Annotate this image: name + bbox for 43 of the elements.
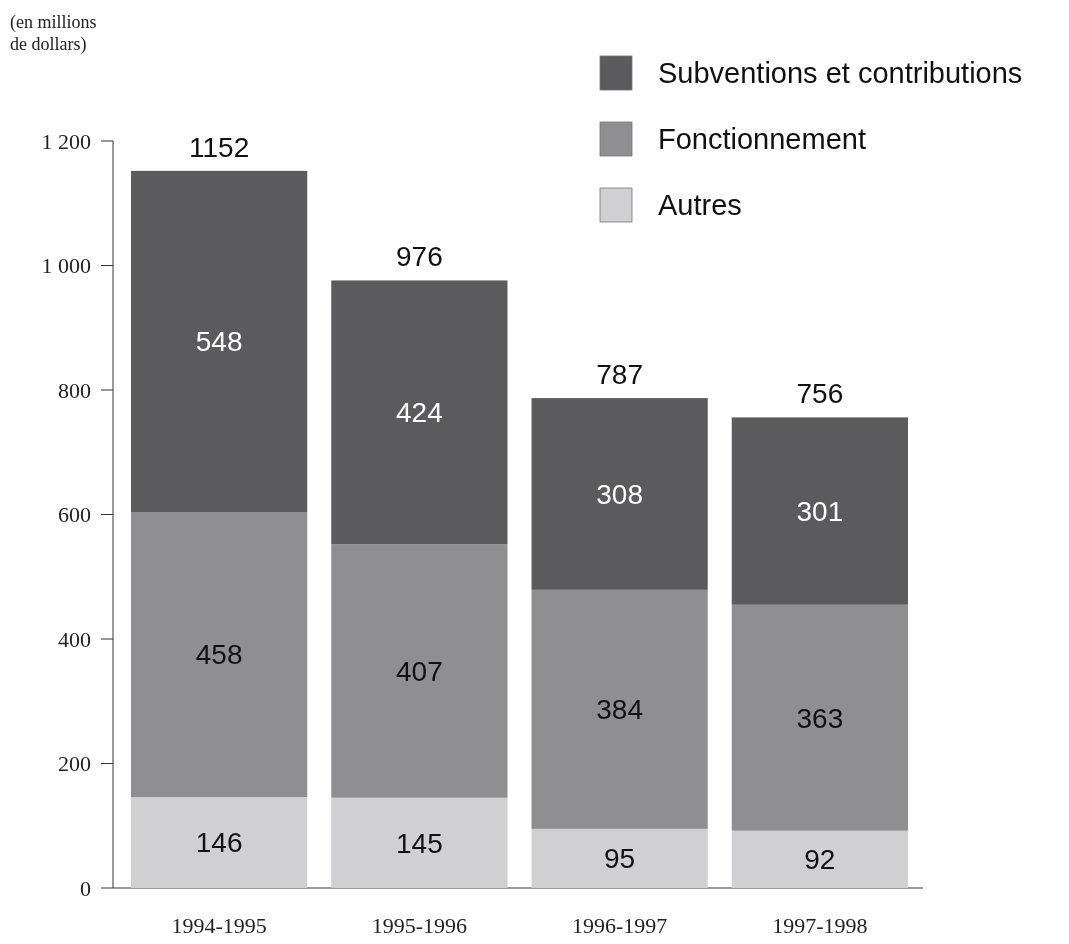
total-label: 787 (596, 359, 643, 391)
total-label: 976 (396, 241, 443, 273)
y-tick-label: 1 000 (41, 253, 91, 279)
data-label: 92 (804, 844, 836, 876)
data-label: 363 (796, 702, 844, 734)
y-tick-label: 200 (58, 751, 91, 777)
x-tick-label: 1994-1995 (171, 913, 267, 938)
legend-label: Subventions et contributions (658, 57, 1023, 90)
bar (531, 589, 708, 829)
x-tick-label: 1997-1998 (772, 913, 868, 938)
bar (331, 797, 508, 888)
y-tick-label: 1 200 (41, 128, 91, 154)
data-label: 95 (604, 843, 636, 875)
data-label: 145 (396, 827, 443, 859)
y-tick-label: 400 (58, 626, 91, 652)
data-label: 424 (396, 397, 443, 429)
bar (131, 170, 308, 513)
data-label: 548 (195, 326, 243, 358)
bar (331, 544, 508, 798)
y-tick-label: 800 (58, 377, 91, 403)
y-axis-title: (en millions de dollars) (10, 12, 97, 55)
data-label: 146 (195, 827, 243, 859)
bar (531, 398, 708, 590)
bar (731, 604, 908, 831)
x-tick-label: 1996-1997 (571, 913, 668, 938)
bar (131, 797, 308, 888)
data-label: 301 (796, 495, 844, 527)
y-tick-label: 0 (80, 875, 91, 901)
bar (531, 828, 708, 888)
bar (331, 280, 508, 545)
bar (731, 830, 908, 888)
data-label: 458 (195, 639, 243, 671)
data-label: 308 (596, 478, 643, 510)
data-label: 407 (396, 655, 443, 687)
total-label: 756 (796, 378, 844, 410)
bar (131, 512, 308, 798)
data-label: 384 (596, 694, 643, 726)
bar (731, 417, 908, 605)
total-label: 1152 (189, 131, 250, 163)
legend-label: Fonctionnement (658, 123, 866, 156)
y-tick-label: 600 (58, 502, 91, 528)
legend-label: Autres (658, 189, 742, 222)
x-tick-label: 1995-1996 (371, 913, 468, 938)
